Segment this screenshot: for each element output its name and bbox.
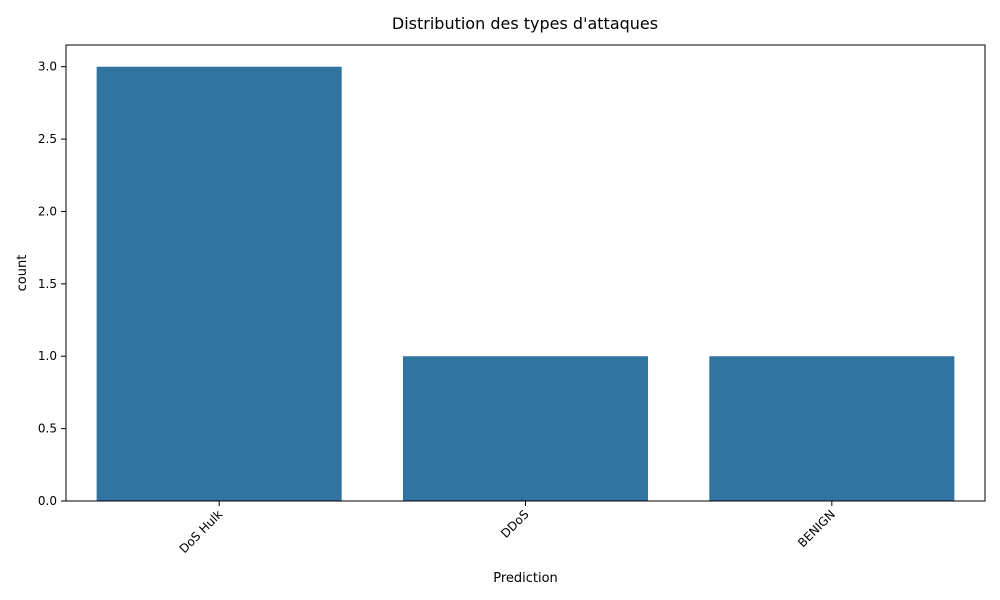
y-tick-label: 2.0 xyxy=(38,204,57,218)
y-tick-label: 0.5 xyxy=(38,422,57,436)
bars-group xyxy=(96,66,955,501)
x-tick-label: BENIGN xyxy=(795,507,838,550)
x-tick-label: DDoS xyxy=(498,507,532,541)
y-axis: 0.0 0.5 1.0 1.5 2.0 2.5 3.0 xyxy=(38,60,66,508)
x-axis-label: Prediction xyxy=(493,571,558,586)
bar-ddos xyxy=(402,356,649,501)
y-tick-label: 1.0 xyxy=(38,349,57,363)
bar-dos-hulk xyxy=(96,66,342,501)
plot-frame xyxy=(65,44,986,502)
y-tick-label: 3.0 xyxy=(38,60,57,74)
x-axis: DoS Hulk DDoS BENIGN xyxy=(177,501,838,556)
y-tick-label: 1.5 xyxy=(38,277,57,291)
bar-benign xyxy=(709,356,955,501)
y-tick-label: 2.5 xyxy=(38,132,57,146)
x-tick-label: DoS Hulk xyxy=(177,507,226,556)
chart-title: Distribution des types d'attaques xyxy=(392,14,658,33)
y-tick-label: 0.0 xyxy=(38,494,57,508)
y-axis-label: count xyxy=(15,255,30,292)
